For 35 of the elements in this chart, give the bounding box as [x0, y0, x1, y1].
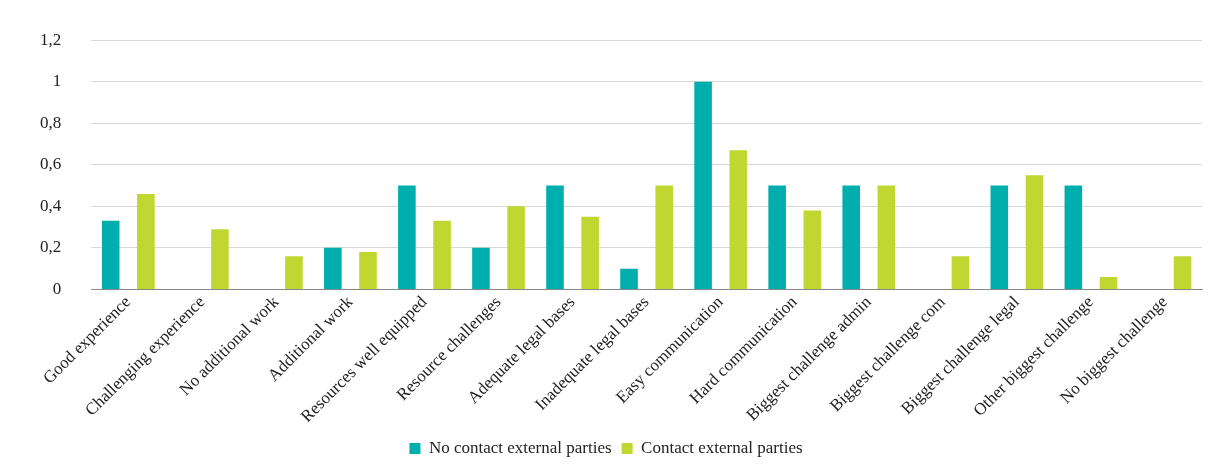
- bar: [581, 216, 599, 289]
- y-tick-label: 1: [52, 71, 62, 91]
- bar: [803, 210, 822, 289]
- bar: [546, 185, 564, 289]
- y-tick-label: 0,8: [40, 112, 62, 132]
- bar: [101, 220, 120, 289]
- bar: [768, 185, 786, 289]
- bar: [729, 150, 748, 289]
- bar: [398, 185, 416, 289]
- bar: [655, 185, 674, 289]
- bar: [433, 220, 451, 289]
- bar: [951, 256, 970, 289]
- bar: [620, 268, 638, 289]
- bar: [990, 185, 1009, 289]
- bar: [694, 81, 712, 289]
- bar: [877, 185, 896, 289]
- bar: [842, 185, 860, 289]
- y-tick-label: 1,2: [40, 29, 62, 49]
- bar: [1099, 276, 1118, 289]
- bar: [324, 247, 342, 289]
- bar: [507, 206, 525, 289]
- bar: [211, 229, 229, 289]
- legend-label: No contact external parties: [428, 437, 612, 457]
- legend-label: Contact external parties: [641, 437, 803, 457]
- bar: [1025, 175, 1044, 289]
- y-tick-label: 0,2: [40, 237, 62, 257]
- y-tick-label: 0,4: [40, 195, 62, 215]
- bar: [137, 193, 155, 289]
- bar: [1064, 185, 1083, 289]
- y-tick-label: 0,6: [40, 154, 62, 174]
- bar: [285, 256, 303, 289]
- y-tick-label: 0: [52, 278, 62, 298]
- bar: [472, 247, 490, 289]
- bar: [1173, 256, 1192, 289]
- bar: [359, 252, 377, 289]
